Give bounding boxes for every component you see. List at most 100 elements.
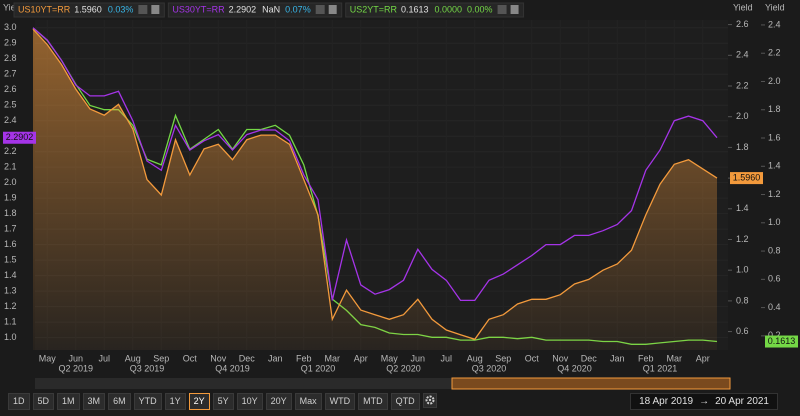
legend-change: 0.07% bbox=[285, 4, 311, 14]
date-from: 18 Apr 2019 bbox=[639, 396, 694, 407]
y-tick-label: 3.0 bbox=[4, 22, 17, 32]
legend-change: NaN bbox=[262, 4, 280, 14]
range-button[interactable]: 5Y bbox=[212, 393, 234, 410]
y-tick-label: 1.3 bbox=[4, 286, 17, 296]
legend-delete[interactable] bbox=[510, 5, 519, 14]
range-button[interactable]: 20Y bbox=[265, 393, 292, 410]
legend-value: 0.1613 bbox=[401, 4, 429, 14]
legend-item: US2YT=RR 0.1613 0.0000 0.00% bbox=[345, 2, 525, 18]
y-tick-label: 2.7 bbox=[4, 69, 17, 79]
legend-toggle[interactable] bbox=[497, 5, 507, 14]
range-button[interactable]: 5D bbox=[32, 393, 55, 410]
y-tick-label: 2.4 bbox=[4, 115, 17, 125]
legend-delete[interactable] bbox=[328, 5, 337, 14]
y3-tick-label: 2.0 bbox=[768, 76, 781, 86]
x-tick-label: Jul bbox=[98, 353, 110, 363]
y3-axis-title: Yield bbox=[765, 2, 785, 12]
navigator-track[interactable] bbox=[35, 378, 730, 389]
legend-change: 0.0000 bbox=[435, 4, 463, 14]
price-tag bbox=[3, 131, 36, 144]
y3-tick-label: 1.6 bbox=[768, 132, 781, 142]
price-tag-label: 2.2902 bbox=[6, 132, 34, 142]
price-tag-label: 1.5960 bbox=[733, 172, 761, 182]
range-button[interactable]: YTD bbox=[133, 393, 162, 410]
y3-tick-label: 1.4 bbox=[768, 161, 781, 171]
legend-value: 1.5960 bbox=[74, 4, 102, 14]
line bbox=[32, 27, 718, 302]
x-tick-label: May bbox=[381, 353, 399, 363]
x-tick-label: Apr bbox=[696, 353, 710, 363]
x-tick-label: Sep bbox=[495, 353, 511, 363]
navigator-window[interactable] bbox=[451, 377, 731, 390]
y-tick-label: 1.2 bbox=[4, 301, 17, 311]
y2-tick-label: 1.2 bbox=[736, 234, 749, 244]
quarter-label: Q2 2020 bbox=[386, 363, 421, 373]
legend-value: 2.2902 bbox=[229, 4, 257, 14]
chart: Yield Yield Yield 1.0 1.1 1.2 1.3 1.4 1.5 1.6 1… bbox=[3, 2, 798, 390]
price-tag bbox=[765, 335, 798, 348]
quarter-label: Q4 2019 bbox=[215, 363, 250, 373]
range-button[interactable]: 1M bbox=[57, 393, 80, 410]
x-tick-label: Dec bbox=[581, 353, 598, 363]
date-range[interactable]: 18 Apr 2019 → 20 Apr 2021 bbox=[630, 393, 778, 410]
legend-delete[interactable] bbox=[151, 5, 160, 14]
range-button[interactable]: 3M bbox=[82, 393, 106, 410]
y-tick-label: 1.6 bbox=[4, 239, 17, 249]
x-tick-label: Nov bbox=[552, 353, 569, 363]
x-tick-label: Jul bbox=[440, 353, 452, 363]
x-tick-label: Jan bbox=[268, 353, 283, 363]
y-tick-label: 2.0 bbox=[4, 177, 17, 187]
range-button[interactable]: 1Y bbox=[164, 393, 186, 410]
range-button[interactable]: QTD bbox=[390, 393, 420, 410]
y3-tick-label: 2.2 bbox=[768, 48, 781, 58]
date-to: 20 Apr 2021 bbox=[715, 396, 769, 407]
x-tick-label: Jun bbox=[410, 353, 425, 363]
y-tick-label: 1.9 bbox=[4, 193, 17, 203]
y-tick-label: 1.4 bbox=[4, 270, 17, 280]
x-tick-label: Apr bbox=[354, 353, 368, 363]
y3-tick-label: 0.2 bbox=[768, 330, 781, 340]
range-button[interactable]: 1D bbox=[8, 393, 30, 410]
quarter-label: Q2 2019 bbox=[58, 363, 93, 373]
y2-tick-label: 2.6 bbox=[736, 19, 749, 29]
legend-toggle[interactable] bbox=[315, 5, 325, 14]
legend-item: US30YT=RR 2.2902 NaN 0.07% bbox=[167, 2, 343, 18]
y-tick-label: 1.1 bbox=[4, 316, 17, 326]
range-button[interactable]: 2Y bbox=[188, 393, 210, 410]
y-tick-label: 1.7 bbox=[4, 224, 17, 234]
x-tick-label: Nov bbox=[210, 353, 227, 363]
range-button[interactable]: MTD bbox=[358, 393, 388, 410]
legend-box bbox=[13, 2, 165, 18]
y-tick-label: 2.5 bbox=[4, 100, 17, 110]
y-tick-label: 2.9 bbox=[4, 38, 17, 48]
range-button[interactable]: 6M bbox=[108, 393, 131, 410]
y3-tick-label: 1.2 bbox=[768, 189, 781, 199]
y-axis-title: Yield bbox=[3, 2, 23, 12]
y-tick-label: 2.8 bbox=[4, 53, 17, 63]
legend-item: US10YT=RR 1.5960 0.03% bbox=[13, 2, 165, 18]
legend-name: US10YT=RR bbox=[18, 4, 71, 14]
legend-box bbox=[345, 2, 525, 18]
range-button[interactable]: WTD bbox=[324, 393, 356, 410]
legend-name: US30YT=RR bbox=[172, 4, 225, 14]
y3-tick-label: 1.0 bbox=[768, 217, 781, 227]
x-tick-label: Dec bbox=[239, 353, 256, 363]
y2-tick-label: 0.6 bbox=[736, 326, 749, 336]
price-tag-label: 0.1613 bbox=[768, 336, 796, 346]
range-button[interactable]: 10Y bbox=[236, 393, 263, 410]
legend-change: 0.03% bbox=[108, 4, 134, 14]
quarter-label: Q3 2019 bbox=[130, 363, 165, 373]
y2-tick-label: 2.2 bbox=[736, 80, 749, 90]
quarter-label: Q1 2021 bbox=[643, 363, 678, 373]
y-tick-label: 1.5 bbox=[4, 255, 17, 265]
legend-toggle[interactable] bbox=[138, 5, 148, 14]
quarter-label: Q4 2020 bbox=[557, 363, 592, 373]
y2-tick-label: 1.0 bbox=[736, 265, 749, 275]
settings-icon[interactable] bbox=[422, 393, 437, 408]
y2-axis-title: Yield bbox=[733, 2, 753, 12]
gear-glyph bbox=[425, 395, 435, 405]
y3-tick-label: 0.8 bbox=[768, 245, 781, 255]
range-button[interactable]: Max bbox=[294, 393, 322, 410]
quarter-label: Q1 2020 bbox=[301, 363, 336, 373]
